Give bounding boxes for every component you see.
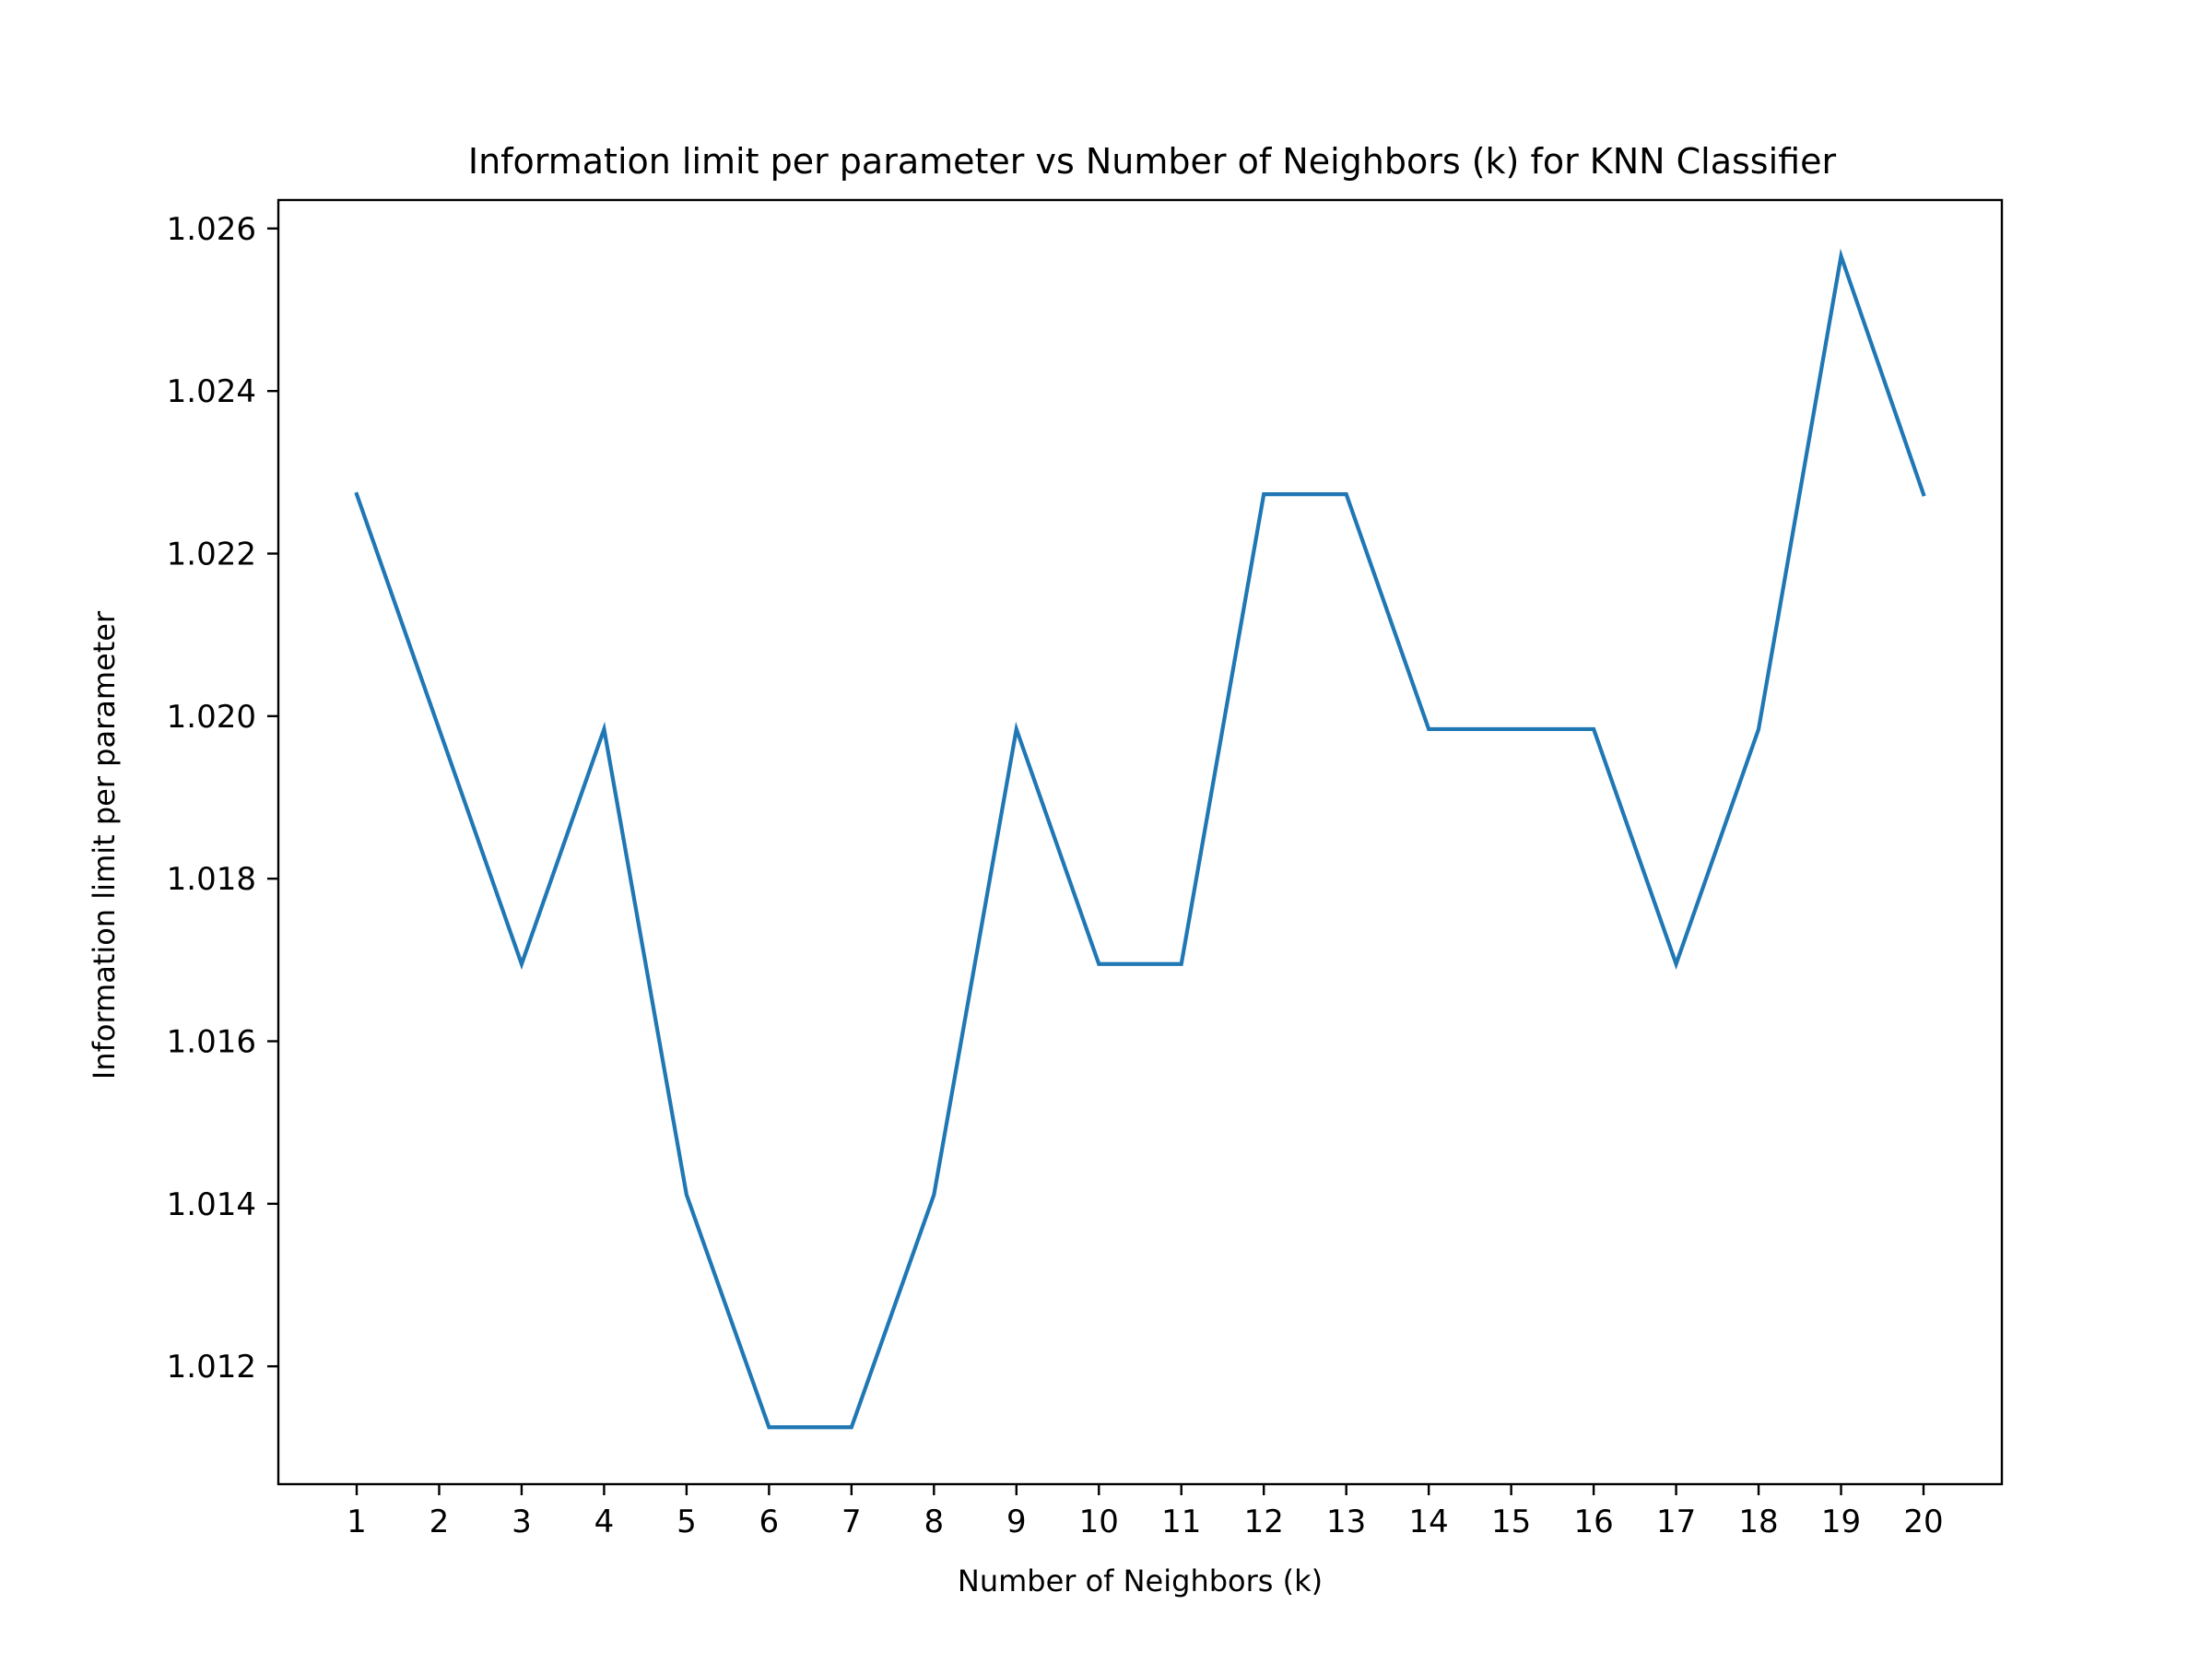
x-tick-label: 12 (1244, 1504, 1284, 1540)
x-tick-label: 5 (677, 1504, 697, 1540)
x-tick-label: 20 (1903, 1504, 1943, 1540)
y-tick-label: 1.022 (167, 537, 256, 573)
y-tick-label: 1.018 (167, 861, 256, 898)
y-tick-label: 1.020 (167, 699, 256, 736)
x-tick-label: 2 (429, 1504, 450, 1540)
x-tick-label: 6 (759, 1504, 780, 1540)
y-tick-label: 1.012 (167, 1349, 256, 1386)
x-tick-label: 8 (924, 1504, 944, 1540)
x-tick-label: 16 (1573, 1504, 1613, 1540)
x-tick-label: 10 (1079, 1504, 1119, 1540)
x-tick-label: 18 (1738, 1504, 1778, 1540)
x-tick-label: 19 (1821, 1504, 1861, 1540)
plot-area: 1 2 3 4 5 6 7 8 9 10 11 12 13 14 15 16 17 18 19 201.0121.01… (167, 198, 2004, 1540)
x-tick-label: 4 (594, 1504, 615, 1540)
y-tick-label: 1.024 (167, 373, 256, 410)
x-tick-label: 15 (1491, 1504, 1531, 1540)
y-tick-label: 1.026 (167, 211, 256, 248)
axes-frame (276, 198, 2004, 1486)
x-tick-label: 3 (512, 1504, 532, 1540)
x-axis-label: Number of Neighbors (k) (958, 1563, 1323, 1598)
y-axis-label: Information limit per parameter (87, 610, 122, 1079)
x-tick-label: 17 (1656, 1504, 1696, 1540)
x-tick-label: 11 (1161, 1504, 1201, 1540)
chart-title: Information limit per parameter vs Numbe… (468, 141, 1837, 182)
y-tick-label: 1.016 (167, 1024, 256, 1061)
y-tick-label: 1.014 (167, 1186, 256, 1223)
x-tick-label: 13 (1326, 1504, 1366, 1540)
x-tick-label: 14 (1409, 1504, 1449, 1540)
x-tick-label: 7 (841, 1504, 862, 1540)
series-line-0 (354, 248, 1926, 1430)
x-tick-label: 1 (347, 1504, 367, 1540)
x-tick-label: 9 (1006, 1504, 1027, 1540)
